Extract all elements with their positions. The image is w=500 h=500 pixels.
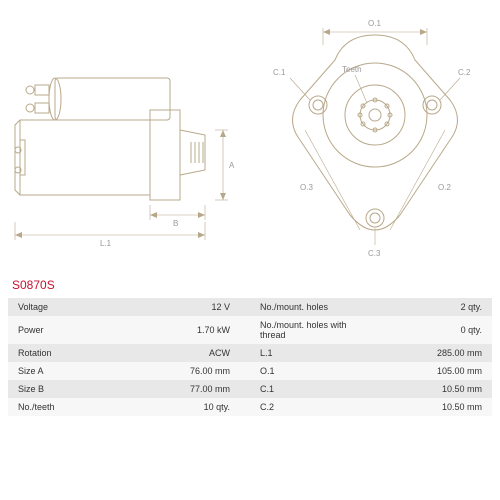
dim-a-label: A: [229, 161, 235, 170]
spec-value: 0 qty.: [370, 316, 492, 344]
spec-value: 12 V: [108, 298, 250, 316]
spec-value: 105.00 mm: [370, 362, 492, 380]
spec-table: Voltage 12 V No./mount. holes 2 qty. Pow…: [8, 298, 492, 416]
spec-value: 2 qty.: [370, 298, 492, 316]
spec-label: C.2: [250, 398, 370, 416]
spec-label: C.1: [250, 380, 370, 398]
table-row: Power 1.70 kW No./mount. holes with thre…: [8, 316, 492, 344]
table-row: Voltage 12 V No./mount. holes 2 qty.: [8, 298, 492, 316]
spec-label: Size B: [8, 380, 108, 398]
dim-c2-label: C.2: [458, 68, 471, 77]
spec-value: 285.00 mm: [370, 344, 492, 362]
spec-label: Size A: [8, 362, 108, 380]
spec-label: Power: [8, 316, 108, 344]
spec-value: 10 qty.: [108, 398, 250, 416]
spec-value: 1.70 kW: [108, 316, 250, 344]
spec-label: No./teeth: [8, 398, 108, 416]
table-row: No./teeth 10 qty. C.2 10.50 mm: [8, 398, 492, 416]
table-row: Rotation ACW L.1 285.00 mm: [8, 344, 492, 362]
dim-o1-label: O.1: [368, 19, 381, 28]
table-row: Size B 77.00 mm C.1 10.50 mm: [8, 380, 492, 398]
spec-value: 10.50 mm: [370, 398, 492, 416]
spec-value: 10.50 mm: [370, 380, 492, 398]
spec-label: No./mount. holes with thread: [250, 316, 370, 344]
spec-value: ACW: [108, 344, 250, 362]
spec-value: 77.00 mm: [108, 380, 250, 398]
diagram-area: A B L.1: [0, 0, 500, 270]
dim-o2-label: O.2: [438, 183, 451, 192]
spec-label: No./mount. holes: [250, 298, 370, 316]
side-view-diagram: A B L.1: [0, 0, 250, 270]
teeth-label: Teeth: [342, 65, 362, 74]
dim-l1-label: L.1: [100, 239, 112, 248]
dim-o3-label: O.3: [300, 183, 313, 192]
spec-label: L.1: [250, 344, 370, 362]
dim-b-label: B: [173, 219, 178, 228]
product-code: S0870S: [12, 278, 55, 292]
table-row: Size A 76.00 mm O.1 105.00 mm: [8, 362, 492, 380]
front-view-diagram: O.1 C.1 C.2 C.3 Teeth O.3 O.2: [250, 0, 500, 270]
spec-table-body: Voltage 12 V No./mount. holes 2 qty. Pow…: [8, 298, 492, 416]
spec-label: Voltage: [8, 298, 108, 316]
spec-value: 76.00 mm: [108, 362, 250, 380]
spec-label: Rotation: [8, 344, 108, 362]
spec-label: O.1: [250, 362, 370, 380]
dim-c3-label: C.3: [368, 249, 381, 258]
dim-c1-label: C.1: [273, 68, 286, 77]
